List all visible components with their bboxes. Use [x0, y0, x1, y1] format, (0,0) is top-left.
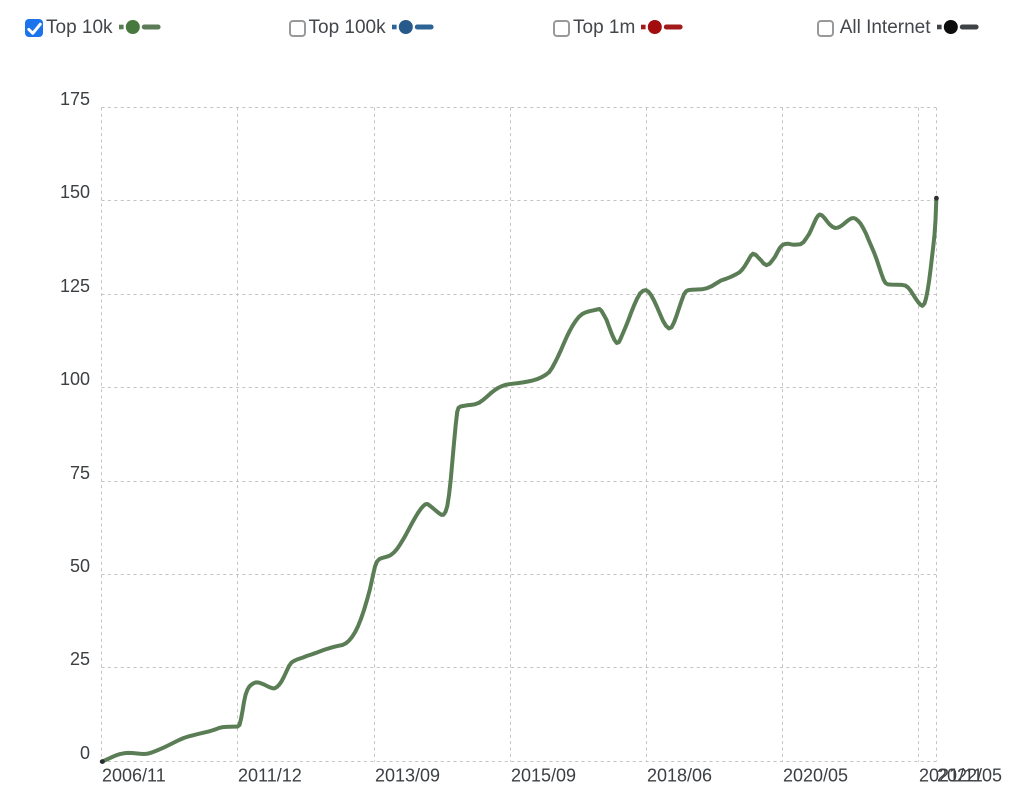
svg-text:2021/11: 2021/11 — [919, 766, 983, 786]
svg-text:2022/05: 2022/05 — [937, 766, 1002, 786]
svg-text:2013/09: 2013/09 — [375, 766, 440, 786]
svg-text:75: 75 — [70, 463, 90, 483]
svg-text:0: 0 — [80, 743, 90, 763]
svg-text:125: 125 — [60, 276, 90, 296]
svg-text:2018/06: 2018/06 — [647, 766, 712, 786]
svg-text:2011/12: 2011/12 — [238, 766, 302, 786]
svg-text:2020/05: 2020/05 — [783, 766, 848, 786]
svg-text:100: 100 — [60, 369, 90, 389]
svg-text:150: 150 — [60, 182, 90, 202]
svg-text:2006/11: 2006/11 — [102, 766, 166, 786]
svg-text:50: 50 — [70, 556, 90, 576]
svg-text:2015/09: 2015/09 — [511, 766, 576, 786]
svg-text:175: 175 — [60, 89, 90, 109]
svg-text:25: 25 — [70, 649, 90, 669]
